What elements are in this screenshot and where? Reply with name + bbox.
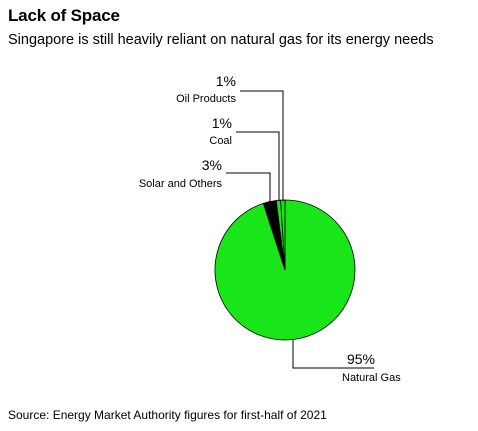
category-label-natural-gas: Natural Gas (342, 372, 401, 384)
leader-line-oil-products (240, 90, 284, 202)
chart-subtitle: Singapore is still heavily reliant on na… (8, 32, 434, 48)
category-label-coal: Coal (209, 135, 232, 147)
value-label-coal: 1% (212, 115, 232, 131)
chart-title: Lack of Space (8, 6, 120, 25)
value-label-natural-gas: 95% (347, 351, 375, 367)
slice-labels: 95% Natural Gas 3% Solar and Others 1% Coal 1%… (139, 73, 401, 384)
leader-line-natural-gas (292, 340, 374, 369)
leader-line-solar-and-others (226, 172, 271, 203)
leader-lines (226, 90, 374, 369)
leader-line-coal (236, 131, 280, 202)
value-label-oil-products: 1% (216, 73, 236, 89)
pie-slices (214, 199, 356, 341)
category-label-solar-and-others: Solar and Others (139, 178, 223, 190)
source-note: Source: Energy Market Authority figures … (8, 408, 327, 422)
category-label-oil-products: Oil Products (176, 93, 236, 105)
value-label-solar-and-others: 3% (202, 157, 222, 173)
